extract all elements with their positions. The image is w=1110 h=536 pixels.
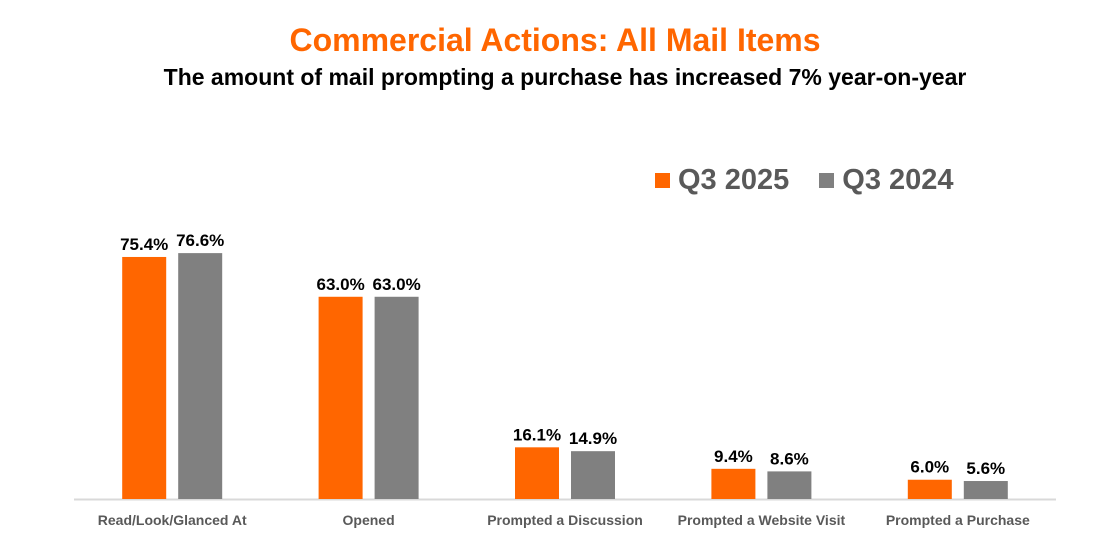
legend-label: Q3 2024 bbox=[842, 164, 954, 196]
category-label: Read/Look/Glanced At bbox=[98, 512, 247, 528]
bar-q3-2024 bbox=[963, 481, 1008, 499]
data-label: 63.0% bbox=[316, 275, 364, 294]
data-label: 8.6% bbox=[770, 449, 809, 468]
chart-subtitle: The amount of mail prompting a purchase … bbox=[163, 64, 967, 90]
category-label: Prompted a Website Visit bbox=[678, 512, 846, 528]
data-label: 75.4% bbox=[120, 235, 168, 254]
category-label: Prompted a Discussion bbox=[487, 512, 643, 528]
legend: Q3 2025 Q3 2024 bbox=[655, 164, 984, 197]
bar-q3-2025 bbox=[711, 468, 756, 499]
data-label: 5.6% bbox=[966, 459, 1005, 478]
legend-label: Q3 2025 bbox=[678, 164, 790, 196]
bar-q3-2024 bbox=[571, 451, 615, 499]
bar-q3-2025 bbox=[907, 479, 952, 499]
legend-item-q3-2025: Q3 2025 bbox=[655, 164, 789, 197]
legend-swatch-q3-2024 bbox=[819, 173, 835, 188]
bar-q3-2024 bbox=[178, 253, 223, 499]
bar-q3-2025 bbox=[122, 256, 167, 499]
bar-q3-2025 bbox=[515, 447, 559, 499]
bar-q3-2024 bbox=[767, 471, 812, 499]
data-label: 76.6% bbox=[176, 231, 224, 250]
category-label: Prompted a Purchase bbox=[886, 512, 1030, 528]
data-label: 16.1% bbox=[513, 425, 561, 444]
bar-q3-2025 bbox=[318, 296, 363, 499]
data-label: 14.9% bbox=[569, 429, 617, 448]
legend-swatch-q3-2025 bbox=[655, 173, 670, 188]
data-label: 6.0% bbox=[910, 458, 949, 477]
bar-q3-2024 bbox=[374, 296, 419, 499]
legend-item-q3-2024: Q3 2024 bbox=[819, 164, 954, 197]
category-label: Opened bbox=[343, 512, 395, 528]
chart-title: Commercial Actions: All Mail Items bbox=[289, 22, 821, 58]
data-label: 9.4% bbox=[714, 447, 753, 466]
data-label: 63.0% bbox=[372, 275, 420, 294]
